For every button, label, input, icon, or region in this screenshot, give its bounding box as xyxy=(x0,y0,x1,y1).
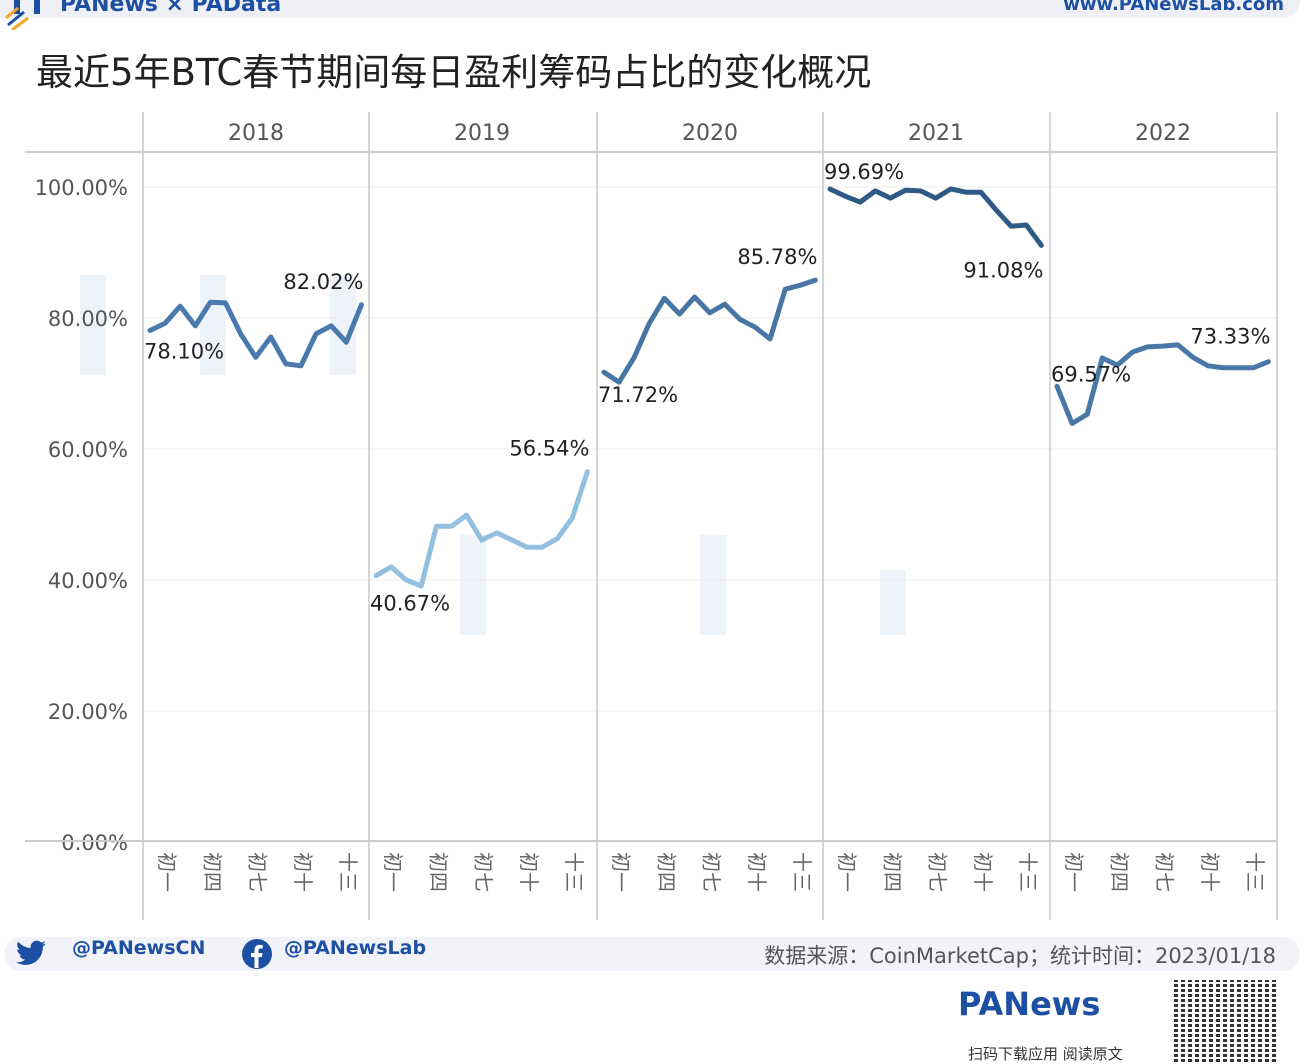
series-line-2020 xyxy=(604,280,815,382)
last-value-label: 91.08% xyxy=(963,258,1043,282)
x-tick-label: 初四 xyxy=(200,852,224,892)
y-tick-label: 0.00% xyxy=(61,831,128,855)
last-value-label: 85.78% xyxy=(737,245,817,269)
twitter-icon xyxy=(16,940,46,966)
x-tick-label: 初七 xyxy=(472,852,496,892)
first-value-label: 69.57% xyxy=(1051,362,1131,386)
x-tick-label: 初十 xyxy=(517,852,541,892)
x-tick-label: 十三 xyxy=(336,852,360,892)
y-tick-label: 60.00% xyxy=(48,438,128,462)
panel-header-2019: 2019 xyxy=(454,121,510,146)
chart-area: 0.00% 20.00% 40.00% 60.00% 80.00% 100.00% 2018… xyxy=(0,100,1304,930)
x-tick-label: 初十 xyxy=(971,852,995,892)
y-tick-label: 40.00% xyxy=(48,569,128,593)
first-value-label: 71.72% xyxy=(598,383,678,407)
watermark-padata-shape xyxy=(460,535,906,635)
chart-title: 最近5年BTC春节期间每日盈利筹码占比的变化概况 xyxy=(36,42,871,96)
panel-header-2021: 2021 xyxy=(908,121,964,146)
panel-header-2020: 2020 xyxy=(682,121,738,146)
x-tick-label: 十三 xyxy=(790,852,814,892)
panel-header-2018: 2018 xyxy=(228,121,284,146)
last-value-label: 73.33% xyxy=(1190,325,1270,349)
brand-title: PANews × PAData xyxy=(60,0,281,17)
y-tick-label: 80.00% xyxy=(48,307,128,331)
x-tick-label: 初十 xyxy=(745,852,769,892)
panel-header-2022: 2022 xyxy=(1135,121,1191,146)
x-tick-label: 初四 xyxy=(426,852,450,892)
x-tick-label: 初四 xyxy=(880,852,904,892)
x-tick-label: 初一 xyxy=(381,852,405,892)
x-tick-label: 初一 xyxy=(155,852,179,892)
x-tick-label: 初七 xyxy=(246,852,270,892)
x-tick-label: 初七 xyxy=(700,852,724,892)
x-tick-label: 十三 xyxy=(1243,852,1267,892)
x-tick-label: 初七 xyxy=(926,852,950,892)
scan-caption: 扫码下载应用 阅读原文 xyxy=(968,1043,1123,1064)
facebook-icon xyxy=(241,938,273,970)
x-tick-label: 初七 xyxy=(1153,852,1177,892)
first-value-label: 99.69% xyxy=(824,160,904,184)
qr-code[interactable] xyxy=(1174,980,1276,1062)
last-value-label: 82.02% xyxy=(283,270,363,294)
x-tick-label: 初十 xyxy=(291,852,315,892)
x-tick-label: 初十 xyxy=(1198,852,1222,892)
first-value-label: 40.67% xyxy=(370,592,450,616)
panews-footer-logo: PANews xyxy=(958,985,1100,1023)
first-value-label: 78.10% xyxy=(144,339,224,363)
data-source: 数据来源：CoinMarketCap；统计时间：2023/01/18 xyxy=(764,940,1276,970)
twitter-handle[interactable]: @PANewsCN xyxy=(72,937,205,959)
x-tick-label: 初一 xyxy=(835,852,859,892)
last-value-label: 56.54% xyxy=(509,437,589,461)
y-tick-label: 100.00% xyxy=(35,176,128,200)
x-tick-label: 初四 xyxy=(1107,852,1131,892)
y-tick-label: 20.00% xyxy=(48,700,128,724)
series-line-2021 xyxy=(830,189,1041,245)
x-tick-label: 初四 xyxy=(654,852,678,892)
x-tick-label: 初一 xyxy=(609,852,633,892)
x-tick-label: 十三 xyxy=(1016,852,1040,892)
facebook-handle[interactable]: @PANewsLab xyxy=(284,937,426,959)
x-tick-label: 初一 xyxy=(1062,852,1086,892)
panews-logo-icon xyxy=(4,0,48,30)
x-tick-label: 十三 xyxy=(562,852,586,892)
site-link[interactable]: www.PANewsLab.com xyxy=(1063,0,1284,15)
